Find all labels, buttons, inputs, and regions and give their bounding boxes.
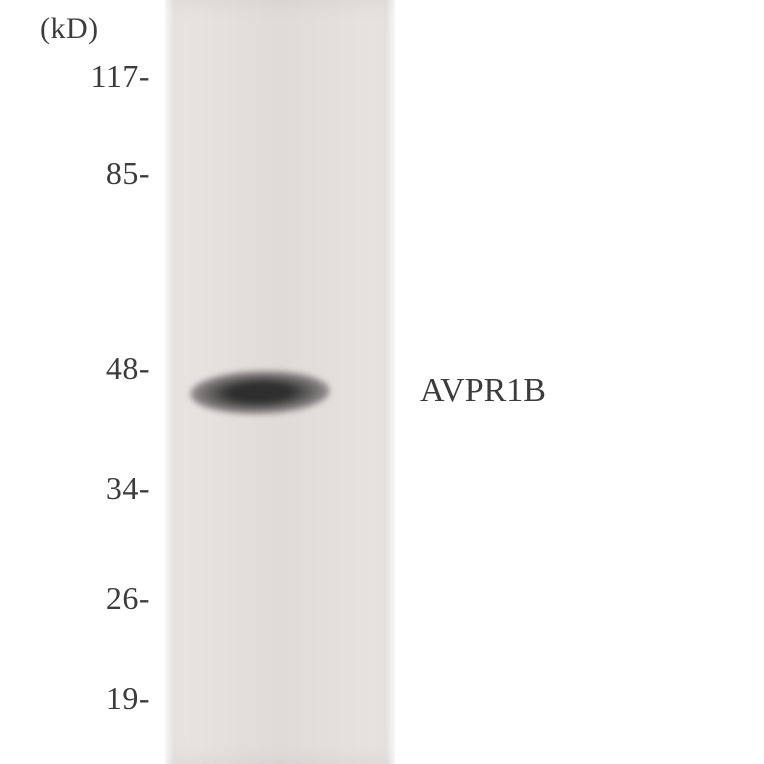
marker-34: 34- [40, 470, 150, 507]
band-label-avpr1b: AVPR1B [420, 372, 546, 410]
axis-unit-label: (kD) [40, 12, 99, 46]
marker-19: 19- [40, 680, 150, 717]
western-blot-figure: (kD) 117- 85- 48- 34- 26- 19- AVPR1B [0, 0, 764, 764]
protein-band-avpr1b [189, 368, 330, 417]
marker-85: 85- [40, 155, 150, 192]
marker-26: 26- [40, 580, 150, 617]
marker-48: 48- [40, 350, 150, 387]
marker-117: 117- [40, 58, 150, 95]
blot-lane [165, 0, 395, 764]
